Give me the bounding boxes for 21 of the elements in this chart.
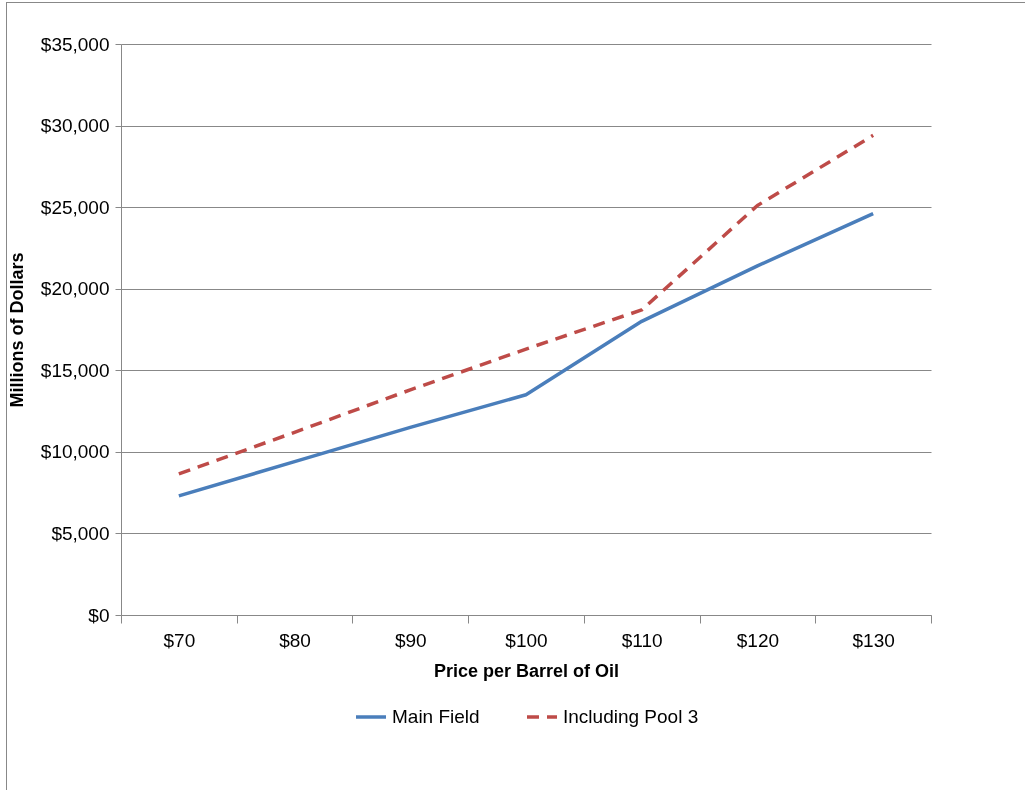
y-tick-label: $5,000: [51, 522, 110, 544]
x-tick-label: $80: [279, 629, 311, 651]
legend-label: Including Pool 3: [563, 706, 699, 727]
y-tick-label: $30,000: [40, 115, 110, 137]
x-tick-label: $90: [394, 629, 427, 651]
y-tick-label: $35,000: [40, 33, 110, 55]
y-tick-label: $0: [88, 604, 110, 626]
y-axis-title: Millions of Dollars: [6, 252, 27, 408]
line-series: [177, 211, 875, 498]
x-tick-label: $70: [163, 629, 196, 651]
y-tick-label: $10,000: [40, 441, 110, 463]
x-tick-label: $120: [736, 629, 780, 651]
x-axis-title: Price per Barrel of Oil: [433, 660, 620, 681]
x-tick-label: $130: [852, 629, 895, 651]
legend-label: Main Field: [392, 706, 480, 727]
y-tick-label: $25,000: [40, 196, 110, 218]
line-series: [177, 133, 875, 476]
x-tick-label: $100: [505, 629, 548, 651]
x-tick-label: $110: [621, 629, 663, 651]
y-tick-label: $15,000: [40, 359, 110, 381]
y-tick-label: $20,000: [40, 278, 110, 300]
